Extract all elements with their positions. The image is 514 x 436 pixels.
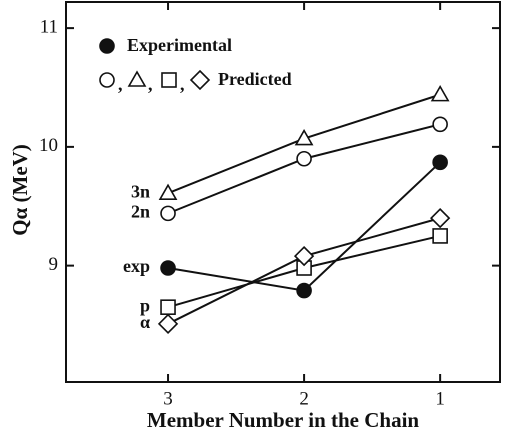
series-label: 3n (131, 181, 150, 201)
marker (158, 183, 178, 200)
marker (160, 299, 176, 315)
legend-marker (99, 38, 115, 54)
marker (99, 72, 115, 88)
marker (157, 313, 179, 334)
series-label: 2n (131, 202, 150, 222)
x-tick-label: 2 (299, 388, 309, 409)
marker (296, 150, 312, 167)
marker (127, 70, 147, 87)
marker (293, 245, 315, 267)
y-axis-title: Qα (MeV) (8, 144, 32, 236)
y-tick-label: 11 (40, 16, 58, 37)
marker (161, 72, 177, 88)
legend-separator: , (118, 74, 123, 94)
marker (430, 207, 451, 229)
series-label: α (140, 312, 150, 332)
marker (296, 282, 312, 299)
x-tick-label: 3 (163, 388, 173, 409)
legend-separator: , (148, 74, 153, 94)
marker (432, 154, 448, 171)
plot-frame (65, 1, 501, 383)
legend-label: Experimental (127, 35, 232, 55)
y-tick-label: 10 (39, 135, 58, 156)
marker (432, 228, 448, 244)
legend-separator: , (180, 74, 185, 94)
x-axis-title: Member Number in the Chain (147, 408, 420, 432)
marker (189, 69, 211, 91)
marker (430, 85, 450, 102)
x-tick-label: 1 (435, 388, 445, 409)
series-label: p (140, 295, 150, 315)
y-tick-label: 9 (49, 254, 59, 275)
marker (160, 260, 176, 276)
marker (432, 116, 448, 133)
marker (294, 128, 314, 146)
series-label: exp (123, 256, 150, 276)
marker (160, 205, 176, 222)
legend-label: Predicted (218, 69, 292, 89)
